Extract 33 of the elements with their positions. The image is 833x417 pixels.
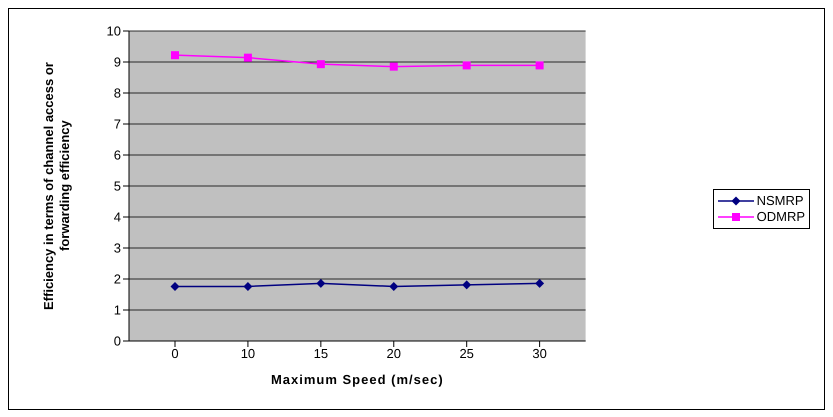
y-tick-label: 8 bbox=[114, 86, 121, 101]
y-tick-label: 0 bbox=[114, 334, 121, 349]
y-tick-label: 7 bbox=[114, 116, 121, 132]
y-tick-label: 1 bbox=[114, 302, 121, 318]
y-tick-label: 6 bbox=[114, 148, 121, 163]
y-tick-label: 4 bbox=[114, 210, 121, 225]
x-tick-label: 30 bbox=[532, 346, 547, 362]
point bbox=[462, 280, 472, 290]
point bbox=[462, 61, 471, 70]
x-tick-label: 20 bbox=[386, 346, 401, 362]
point bbox=[316, 60, 325, 68]
x-tick-label: 15 bbox=[314, 346, 328, 362]
x-tick-label: 0 bbox=[171, 346, 179, 362]
legend-label: NSMRP bbox=[756, 193, 804, 209]
point bbox=[535, 278, 544, 288]
x-axis-title: Maximum Speed (m/sec) bbox=[270, 372, 444, 387]
y-tick-label: 9 bbox=[114, 54, 121, 70]
point bbox=[316, 278, 326, 288]
point bbox=[171, 51, 179, 60]
y-tick-label: 10 bbox=[106, 24, 121, 39]
point bbox=[170, 282, 180, 291]
legend-label: ODMRP bbox=[756, 209, 805, 225]
y-tick-label: 3 bbox=[114, 240, 121, 256]
point bbox=[536, 61, 544, 70]
point bbox=[244, 54, 252, 62]
y-tick-label: 2 bbox=[114, 272, 121, 287]
point bbox=[390, 62, 398, 71]
point bbox=[243, 282, 252, 291]
x-tick-label: 25 bbox=[459, 346, 474, 362]
y-axis-title: Efficiency in terms of channel access or forwarding efficiency bbox=[41, 61, 73, 312]
x-tick-label: 10 bbox=[240, 346, 256, 362]
point bbox=[389, 282, 398, 291]
y-tick-label: 5 bbox=[114, 178, 121, 194]
